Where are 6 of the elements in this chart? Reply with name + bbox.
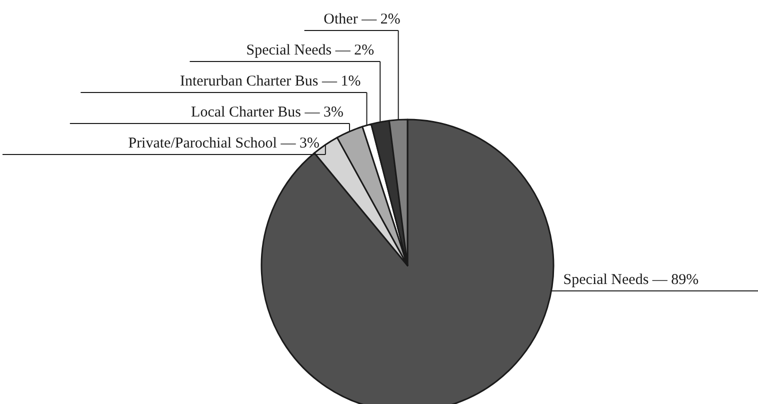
slice-label: Private/Parochial School — 3%	[128, 136, 320, 152]
slice-label: Special Needs — 2%	[246, 42, 374, 58]
slice-label: Special Needs — 89%	[563, 272, 699, 288]
slice-label: Interurban Charter Bus — 1%	[180, 74, 361, 90]
slice-label: Local Charter Bus — 3%	[191, 104, 344, 120]
slice-label: Other — 2%	[324, 12, 400, 28]
